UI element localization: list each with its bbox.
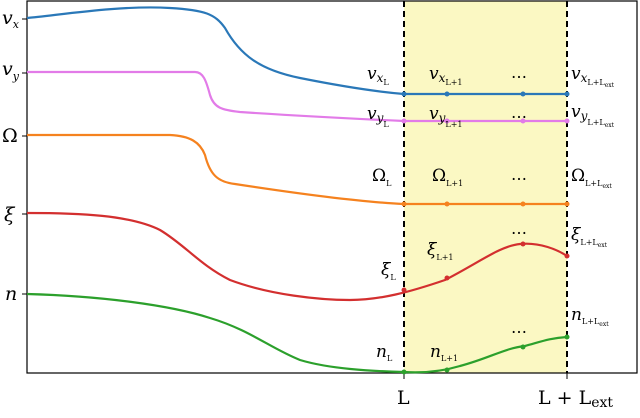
point-omega-L1	[444, 201, 450, 207]
label-n-dots: …	[511, 318, 527, 337]
label-n-L1: nL+1	[430, 342, 458, 363]
label-vy-L1: vyL+1	[429, 104, 463, 129]
x-tick-label-Lext: L + Lext	[538, 387, 613, 411]
point-vx-L1	[444, 91, 450, 97]
point-vy-Lext	[564, 118, 570, 124]
point-n-L1	[444, 367, 450, 373]
curve-vx	[26, 6, 567, 96]
point-n-Lext	[564, 334, 570, 340]
point-vy-dots	[520, 118, 526, 124]
point-vx-Lext	[564, 91, 570, 97]
points-xi	[401, 241, 570, 293]
point-vy-L1	[444, 118, 450, 124]
label-omega-dots: …	[511, 165, 527, 184]
label-n-L: nL	[376, 342, 393, 363]
label-vx-L: vxL	[367, 64, 389, 87]
curve-omega	[27, 133, 567, 206]
point-n-dots	[520, 344, 526, 350]
point-omega-Lext	[564, 201, 570, 207]
label-vx-Lext: vxL+Lext	[571, 64, 615, 89]
points-vx	[401, 91, 570, 97]
left-label-vx: vx	[2, 7, 20, 31]
label-omega-L1: ΩL+1	[432, 166, 463, 188]
point-xi-L1	[444, 275, 450, 281]
left-label-xi: ξ	[4, 204, 16, 226]
label-xi-dots: …	[511, 219, 527, 238]
curve-vy	[27, 70, 567, 123]
point-omega-L	[401, 201, 407, 207]
point-xi-dots	[520, 241, 526, 247]
label-omega-Lext: ΩL+Lext	[571, 166, 612, 190]
label-vx-dots: …	[511, 63, 527, 82]
label-vy-dots: …	[511, 103, 527, 122]
label-xi-L1: ξL+1	[427, 240, 453, 262]
points-vy	[401, 118, 570, 124]
label-xi-Lext: ξL+Lext	[571, 225, 608, 249]
label-xi-L: ξL	[381, 260, 396, 282]
point-xi-L	[401, 287, 407, 293]
left-label-vy: vy	[2, 58, 20, 83]
extension-region	[404, 1, 567, 373]
point-omega-dots	[520, 201, 526, 207]
left-label-n: n	[5, 283, 17, 305]
x-tick-label-L: L	[397, 387, 410, 409]
label-vy-Lext: vyL+Lext	[571, 102, 615, 129]
left-label-omega: Ω	[2, 125, 18, 147]
points-n	[401, 334, 570, 375]
curve-xi	[26, 211, 568, 302]
point-vx-L	[401, 91, 407, 97]
label-vy-L: vyL	[367, 104, 389, 129]
point-xi-Lext	[564, 253, 570, 259]
label-omega-L: ΩL	[372, 166, 392, 188]
point-vx-dots	[520, 91, 526, 97]
label-n-Lext: nL+Lext	[571, 305, 609, 328]
points-omega	[401, 201, 570, 207]
label-vx-L1: vxL+1	[429, 64, 463, 87]
curve-n	[26, 292, 568, 374]
point-n-L	[401, 369, 407, 375]
plot-frame	[26, 0, 638, 374]
point-vy-L	[401, 118, 407, 124]
